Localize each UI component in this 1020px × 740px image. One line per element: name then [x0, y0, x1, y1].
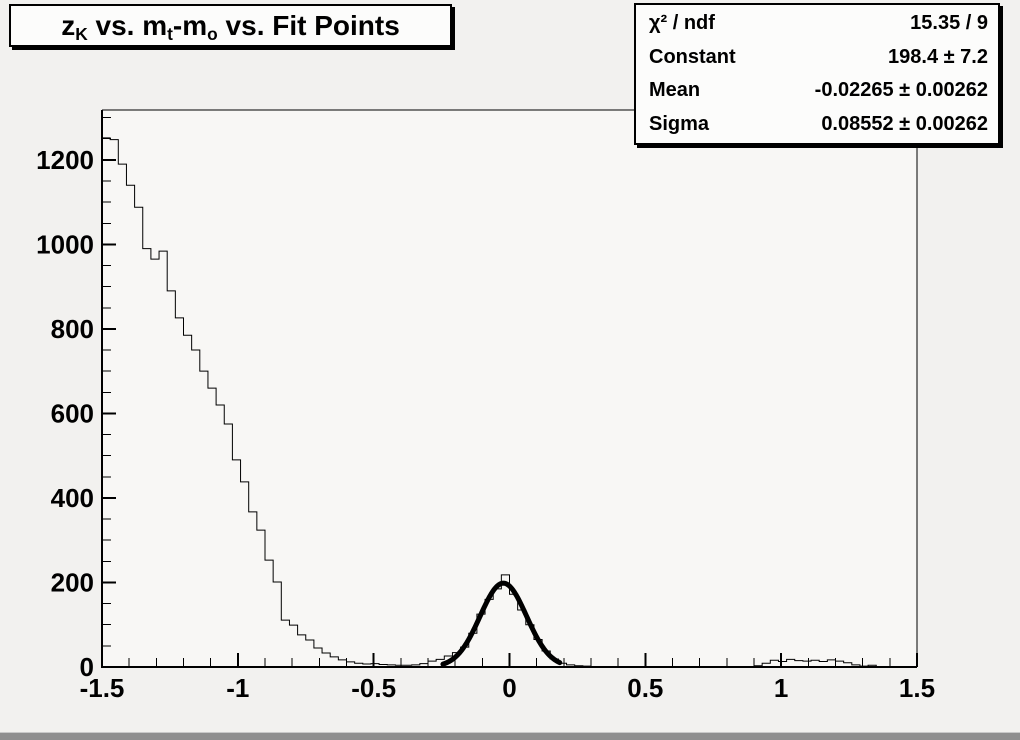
x-tick-label: -0.5 — [351, 673, 396, 703]
title-box: zK vs. mt-mo vs. Fit Points — [9, 4, 452, 47]
title-subscript: t — [167, 24, 173, 45]
x-axis-minor-ticks — [128, 658, 891, 667]
stats-row: Sigma 0.08552 ± 0.00262 — [636, 113, 998, 136]
stats-row: Constant 198.4 ± 7.2 — [636, 46, 998, 69]
x-tick-label: 0.5 — [627, 673, 663, 703]
fit-stats-box: χ² / ndf 15.35 / 9 Constant 198.4 ± 7.2 Mean… — [634, 3, 1000, 145]
stats-label: Sigma — [649, 112, 710, 135]
y-tick-label: 1200 — [36, 145, 94, 175]
stats-label: Mean — [649, 79, 701, 102]
page-title: zK vs. mt-mo vs. Fit Points — [61, 9, 400, 45]
x-tick-label: 1 — [774, 673, 788, 703]
stats-row: Mean -0.02265 ± 0.00262 — [636, 79, 998, 102]
y-tick-label: 1000 — [36, 229, 94, 259]
stats-row: χ² / ndf 15.35 / 9 — [636, 12, 998, 35]
stats-value: 15.35 / 9 — [910, 12, 988, 35]
fit-curve — [440, 580, 563, 667]
title-subscript: o — [207, 24, 218, 45]
title-text-part: z — [61, 9, 76, 41]
title-subscript: K — [75, 24, 88, 45]
stats-label: χ² / ndf — [649, 12, 715, 35]
stats-value: -0.02265 ± 0.00262 — [814, 79, 988, 102]
title-text-part: vs. Fit Points — [217, 9, 400, 41]
x-tick-label: 1.5 — [899, 673, 935, 703]
stats-label: Constant — [649, 45, 736, 68]
y-tick-label: 0 — [80, 652, 94, 682]
plot-area — [102, 110, 917, 667]
window-bottom-edge — [0, 732, 1020, 740]
title-text-part: vs. m — [87, 9, 168, 41]
y-tick-label: 800 — [51, 314, 94, 344]
y-tick-label: 400 — [51, 483, 94, 513]
stats-value: 198.4 ± 7.2 — [888, 45, 988, 68]
title-text-part: -m — [172, 9, 208, 41]
y-tick-label: 200 — [51, 567, 94, 597]
stats-value: 0.08552 ± 0.00262 — [821, 112, 988, 135]
y-axis-major-ticks — [102, 158, 116, 668]
x-tick-label: -1 — [226, 673, 249, 703]
y-axis-minor-ticks — [102, 117, 111, 647]
x-tick-label: 0 — [502, 673, 516, 703]
y-tick-label: 600 — [51, 398, 94, 428]
x-tick-label: -1.5 — [80, 673, 125, 703]
